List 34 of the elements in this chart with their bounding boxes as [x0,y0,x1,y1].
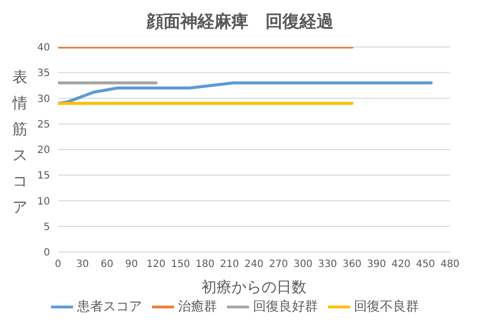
x-tick-label: 30 [76,259,89,270]
x-tick-label: 180 [195,259,215,270]
y-tick-label: 30 [37,94,50,105]
x-tick-label: 60 [100,259,114,270]
y-tick-label: 40 [37,42,50,54]
x-tick-label: 360 [342,259,362,270]
x-tick-label: 390 [366,259,386,270]
legend-label: 治癒群 [178,300,217,315]
x-tick-label: 90 [125,259,138,270]
x-tick-label: 480 [440,259,460,270]
y-tick-label: 0 [44,248,50,259]
x-tick-label: 450 [416,259,436,270]
x-tick-label: 120 [146,259,166,270]
x-axis-title: 初療からの日数 [202,278,306,296]
y-tick-label: 25 [37,119,50,130]
y-tick-label: 10 [37,196,50,208]
y-tick-label: 20 [37,145,50,156]
x-tick-label: 240 [244,259,264,270]
x-tick-label: 330 [318,259,338,270]
y-tick-label: 35 [37,68,50,80]
line-series [58,81,433,105]
legend-label: 患者スコア [77,300,142,315]
legend-label: 回復良好群 [253,300,318,315]
x-tick-label: 210 [220,259,240,270]
legend-label: 回復不良群 [354,300,419,315]
x-tick-label: 150 [170,259,190,270]
y-tick-label: 15 [37,170,50,182]
x-tick-label: 300 [293,259,313,270]
x-tick-label: 270 [268,259,288,270]
y-axis-title: 表情筋スコア [11,67,28,218]
chart-title: 顔面神経麻痺 回復経過 [145,11,334,33]
x-tick-label: 420 [391,259,411,270]
y-tick-label: 5 [44,222,50,233]
x-tick-label: 0 [54,259,62,270]
